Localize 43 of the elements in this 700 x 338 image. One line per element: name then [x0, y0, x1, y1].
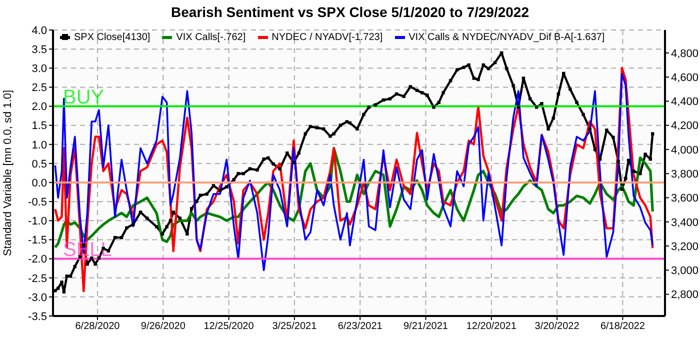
y2-tick-label: 3,800	[671, 168, 699, 181]
y2-tick-label: 4,400	[671, 96, 699, 108]
legend-label: VIX Calls & NYDEC/NYADV_Dif B-A[-1.637]	[408, 32, 605, 43]
y-tick-label: -2.5	[28, 272, 47, 285]
y-tick-label: 1.5	[32, 120, 47, 132]
y-tick-label: -2.0	[28, 254, 47, 266]
y2-tick-label: 2,800	[671, 289, 699, 302]
chart-title: Bearish Sentiment vs SPX Close 5/1/2020 to 7/29/2022	[170, 3, 530, 22]
x-tick-label: 9/21/2021	[403, 321, 448, 332]
ref-line-label: BUY	[63, 86, 104, 108]
y-tick-label: -3.5	[28, 310, 47, 323]
y2-tick-label: 3,000	[671, 265, 699, 278]
y2-tick-label: 4,200	[671, 120, 699, 132]
y-tick-label: 2.0	[32, 101, 47, 114]
y2-tick-label: 3,200	[671, 240, 699, 253]
x-tick-label: 12/25/2020	[204, 321, 254, 332]
x-tick-label: 6/23/2021	[338, 321, 383, 332]
y-tick-label: 3.0	[32, 63, 47, 76]
x-tick-label: 3/20/2022	[534, 321, 580, 332]
legend-label: NYDEC / NYADV[-1.723]	[272, 32, 383, 43]
legend-label: VIX Calls[-.762]	[176, 32, 246, 43]
x-tick-label: 9/26/2020	[140, 321, 186, 332]
y-axis-title: Standard Variable [mn 0.0, sd 1.0]	[2, 90, 14, 256]
y-tick-label: 0.5	[32, 158, 47, 170]
y2-tick-label: 3,400	[671, 216, 699, 229]
y2-tick-label: 4,600	[671, 72, 699, 84]
y2-tick-label: 3,600	[671, 192, 699, 205]
y-tick-label: -0.5	[28, 196, 47, 209]
y-tick-label: -3.0	[28, 292, 47, 304]
y2-tick-label: 4,000	[671, 144, 699, 156]
y-tick-label: 0.0	[32, 177, 47, 190]
y-tick-label: -1.0	[28, 216, 47, 228]
x-tick-label: 12/20/2021	[466, 321, 517, 332]
y-tick-label: 2.5	[32, 82, 47, 94]
legend-label: SPX Close[4130]	[74, 32, 150, 43]
y2-tick-label: 4,800	[671, 48, 699, 60]
y-tick-label: 3.5	[32, 44, 47, 56]
x-tick-label: 6/18/2022	[600, 321, 646, 332]
y-tick-label: 4.0	[32, 24, 47, 37]
y-tick-label: 1.0	[32, 139, 47, 152]
x-tick-label: 6/28/2020	[75, 321, 120, 332]
x-tick-label: 3/25/2021	[272, 321, 318, 332]
y-tick-label: -1.5	[28, 234, 47, 247]
